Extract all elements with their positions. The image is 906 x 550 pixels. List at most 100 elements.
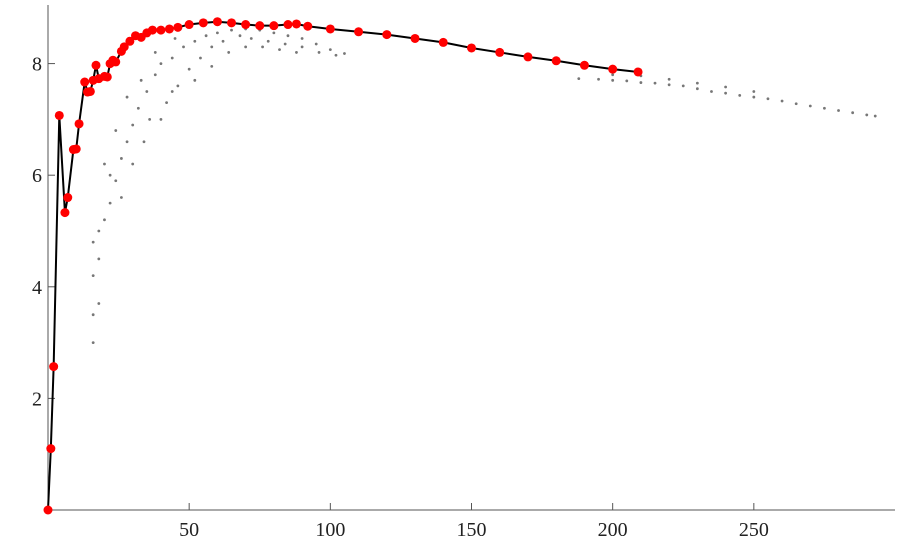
dot [823,106,826,110]
point [184,20,194,30]
dot [328,48,332,52]
dot [851,111,855,115]
point [551,56,561,66]
dot [766,97,770,101]
dot [159,117,163,121]
dot [193,78,197,82]
point [91,60,101,70]
dot [667,83,671,87]
dot [724,85,727,89]
dot [314,42,318,46]
dot [182,45,185,49]
dot [120,157,123,160]
dot [187,67,191,71]
x-tick-label: 250 [739,519,769,541]
dot [125,140,129,144]
x-tick-label: 50 [179,519,199,541]
dot [91,313,95,317]
x-tick-label: 150 [457,519,487,541]
point [54,110,64,120]
dot [639,81,643,84]
dot [724,91,727,95]
point [283,20,293,30]
dot [695,81,699,85]
dot [103,218,106,222]
y-tick-label: 2 [32,388,42,410]
dot [176,84,180,88]
dot [752,90,756,93]
point [467,43,476,53]
point [43,505,53,515]
point [102,72,112,82]
dot [91,274,95,278]
dot [266,39,270,43]
dot [238,34,242,38]
dot [681,84,685,88]
dot [794,102,798,106]
point [410,33,420,43]
dot [97,257,101,261]
point [291,19,301,29]
point [495,47,505,57]
dot [204,34,208,38]
dot [837,109,840,112]
point [74,119,84,129]
dot [193,39,197,43]
point [71,144,81,154]
y-tick-label: 4 [32,277,42,299]
point [46,444,56,454]
dot [139,78,143,82]
dot [142,140,146,144]
y-tick-label: 6 [32,165,42,187]
point [147,25,157,35]
dot [611,73,615,77]
dot [230,28,233,32]
dot [865,113,869,117]
dot [170,90,174,93]
point [156,25,166,35]
dot [131,123,135,127]
dot [97,229,101,233]
point [241,20,251,30]
dot [103,162,106,166]
point [227,18,237,28]
dot [136,106,140,110]
dot [153,51,157,54]
dot [738,93,742,97]
dot [170,56,174,60]
point [354,27,364,37]
point [198,18,208,28]
point [255,21,265,31]
dot [343,52,346,55]
dot [199,56,202,60]
dot [165,101,168,105]
dot [114,179,118,183]
dot [145,90,149,93]
dot [91,341,95,344]
y-tick-label: 8 [32,54,42,76]
point [633,67,643,77]
point [382,30,392,40]
dot [210,45,214,49]
dot [873,114,877,118]
dot [334,53,338,57]
x-tick-label: 200 [598,519,628,541]
dot [286,34,290,38]
point [325,24,335,34]
dot [91,240,95,244]
point [164,24,174,34]
dot [278,48,281,52]
dot [780,99,784,103]
dot [695,87,699,91]
point [125,36,135,46]
point [49,362,59,372]
dot [227,51,231,54]
dot [653,81,657,85]
dot [108,201,112,205]
point [523,52,533,62]
dot [611,78,615,82]
line [47,20,639,511]
dot [272,31,276,35]
dot [261,45,264,49]
dot [244,45,248,49]
